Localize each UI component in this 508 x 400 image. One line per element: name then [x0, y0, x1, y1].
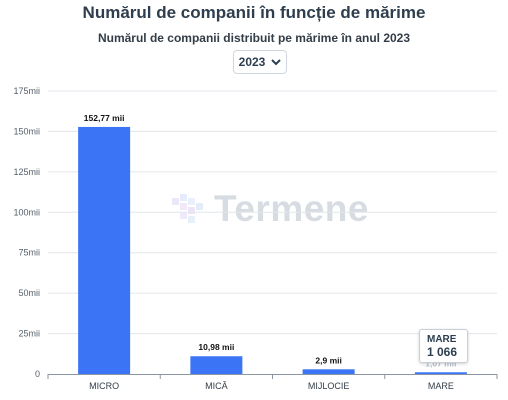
data-label: 2,9 mii [315, 355, 341, 365]
tooltip-category: MARE [427, 334, 457, 345]
x-tick-label: MARE [428, 381, 454, 391]
chart-title: Numărul de companii în funcție de mărime [82, 3, 426, 22]
data-label: 10,98 mii [198, 342, 234, 352]
tooltip-value: 1 066 [427, 345, 458, 359]
y-tick-label: 0 [35, 369, 40, 379]
y-tick-label: 125mii [13, 167, 40, 177]
y-tick-label: 75mii [18, 248, 40, 258]
y-tick-label: 25mii [18, 329, 40, 339]
y-tick-label: 100mii [13, 207, 40, 217]
x-tick-label: MICĂ [205, 381, 228, 391]
x-tick-label: MICRO [89, 381, 119, 391]
year-select-value: 2023 [238, 55, 266, 69]
termene-logo-icon [172, 194, 203, 223]
x-tick-label: MIJLOCIE [308, 381, 350, 391]
watermark-text: Termene [214, 188, 369, 229]
chevron-down-icon [271, 55, 282, 69]
watermark: Termene [170, 188, 369, 230]
bar [190, 356, 243, 374]
data-label: 152,77 mii [84, 113, 125, 123]
data-label: 1,07 mii [425, 358, 456, 368]
y-tick-label: 175mii [13, 86, 40, 96]
year-select[interactable]: 2023 [233, 50, 287, 74]
tooltip: MARE 1 066 [419, 329, 468, 363]
chart-subtitle: Numărul de companii distribuit pe mărime… [97, 31, 411, 45]
y-tick-label: 150mii [13, 126, 40, 136]
bar [414, 372, 467, 374]
y-tick-label: 50mii [18, 288, 40, 298]
bar [302, 369, 355, 374]
bar [78, 126, 131, 374]
